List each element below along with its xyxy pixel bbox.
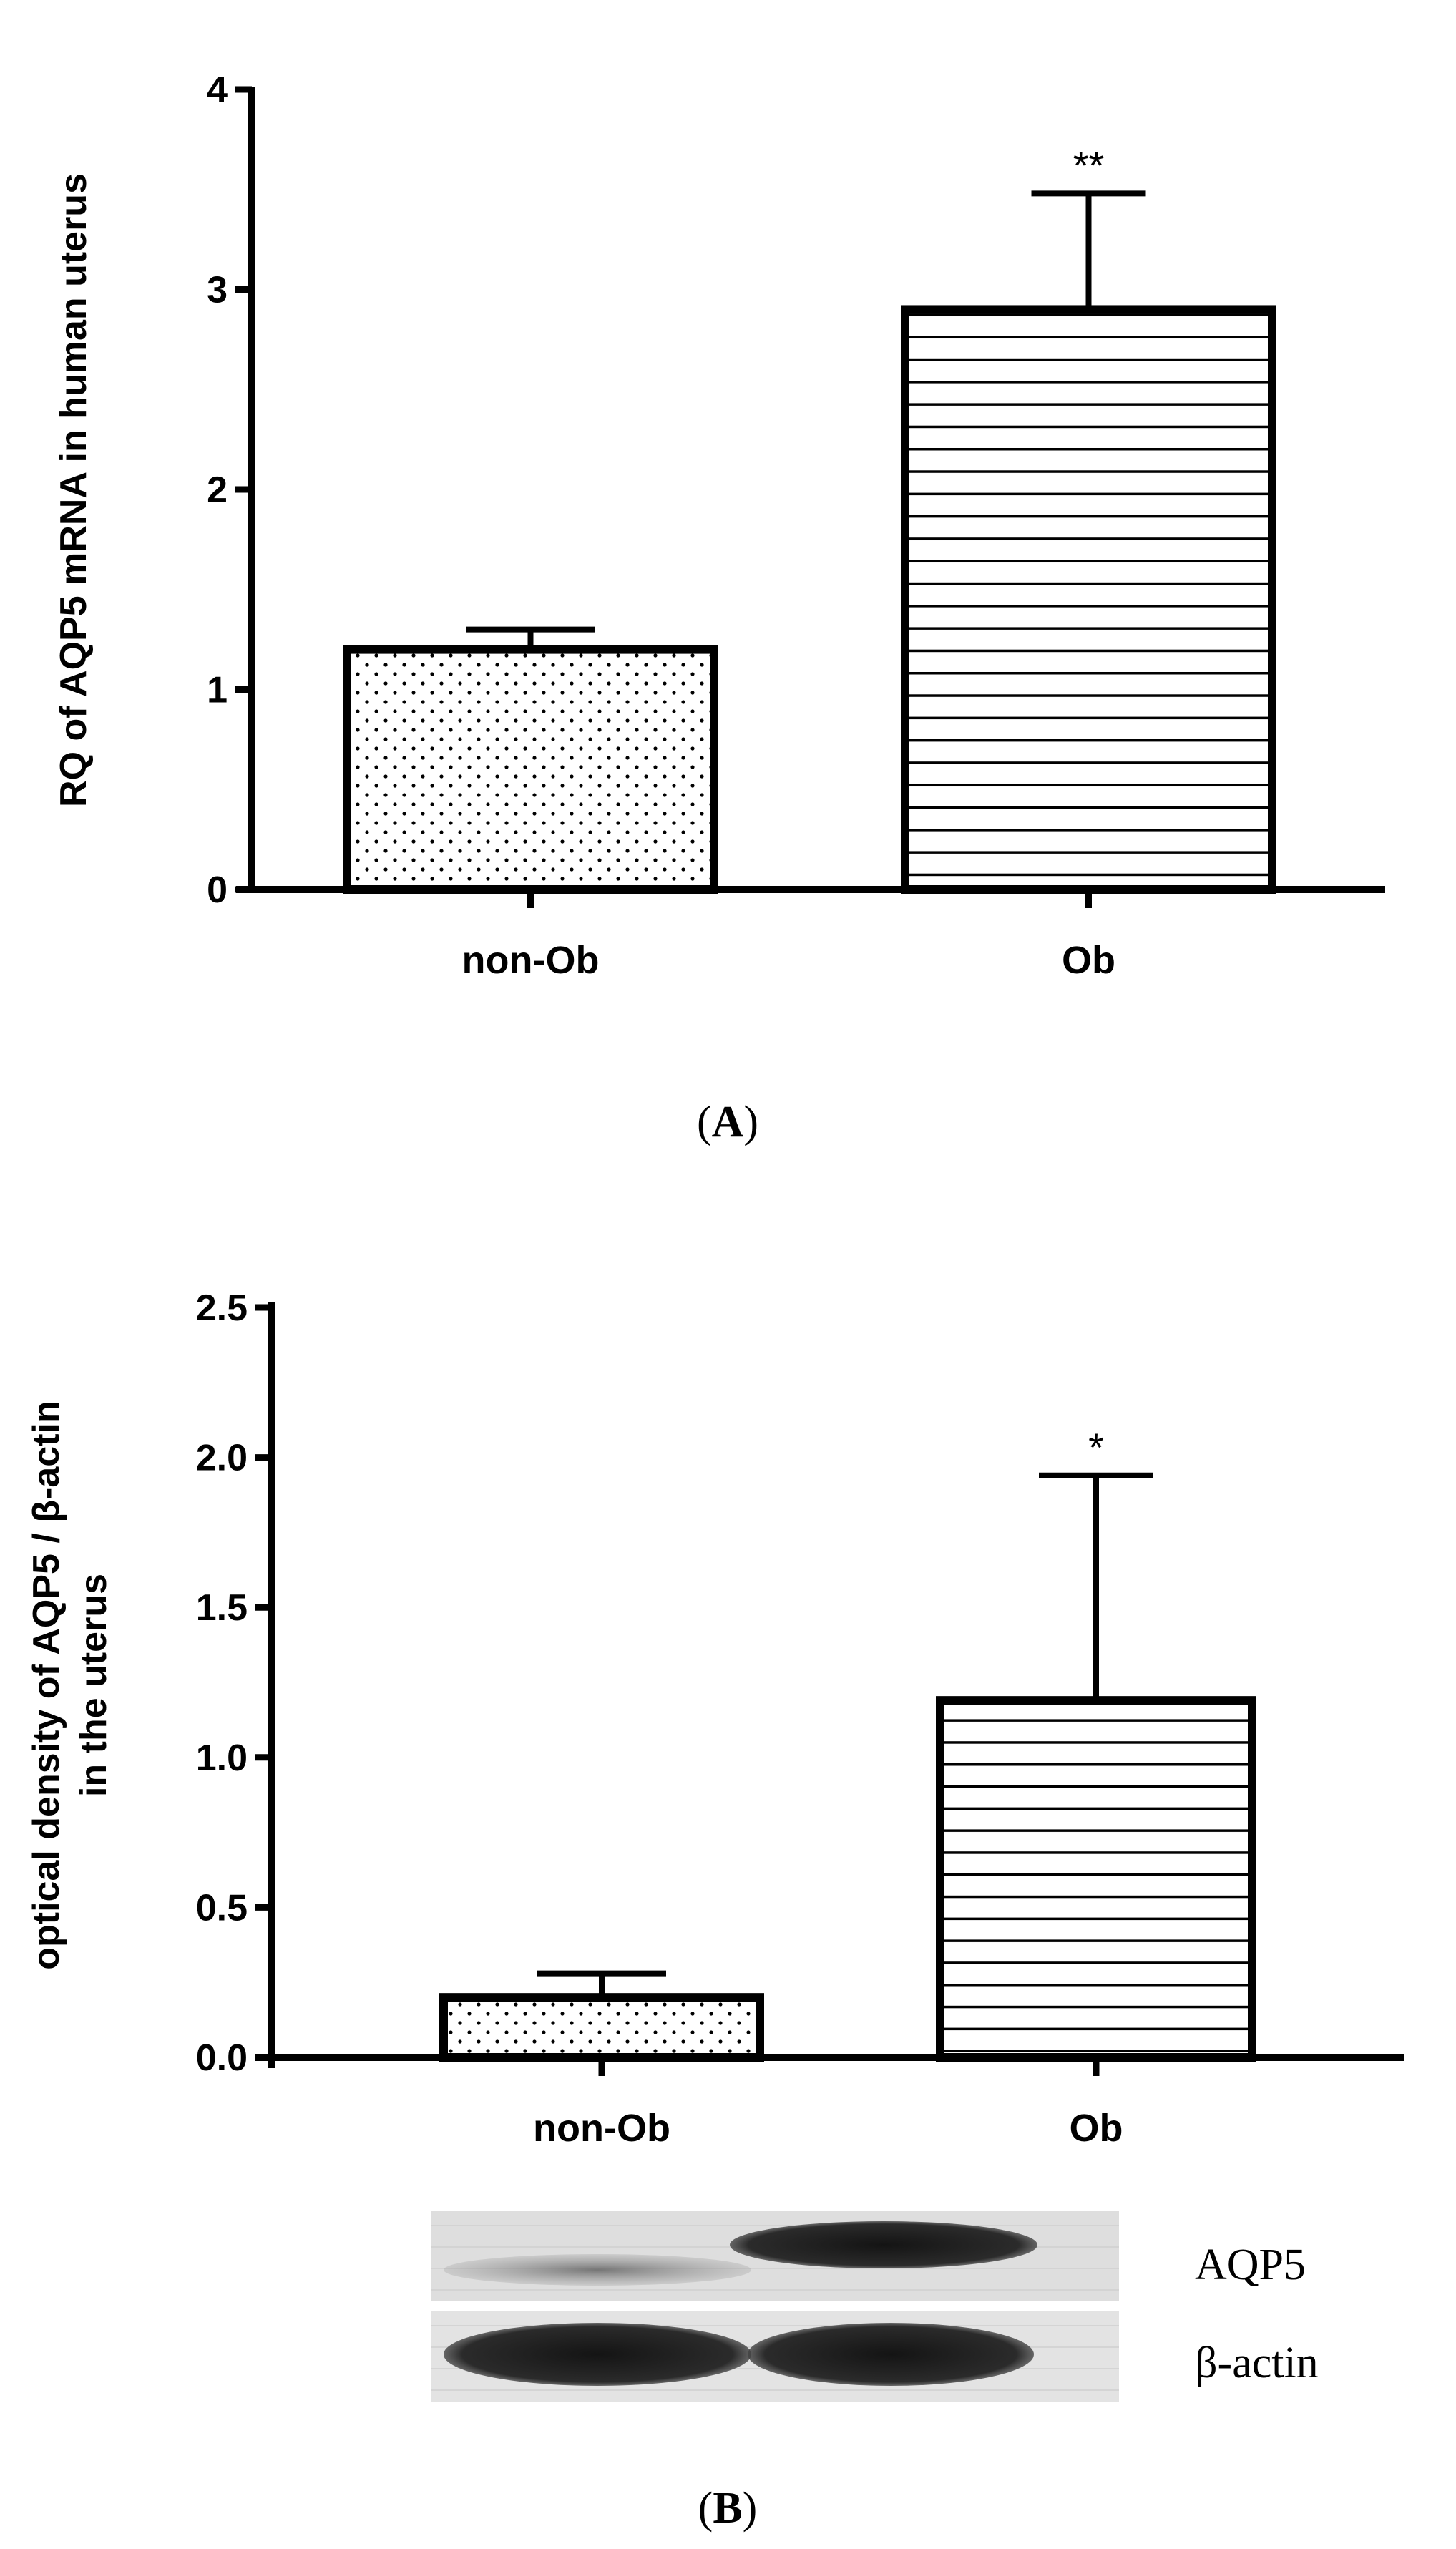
y-tick-label: 1.5 (196, 1587, 248, 1629)
bar-Ob (936, 1696, 1256, 2062)
y-tick-label: 1.0 (196, 1737, 248, 1779)
x-tick-label: Ob (1070, 2107, 1123, 2150)
bar-non-Ob (439, 1993, 764, 2062)
y-axis-title: RQ of AQP5 mRNA in human uterus (53, 173, 94, 807)
band-aqp5-ob (730, 2221, 1037, 2268)
x-tick-label: non-Ob (533, 2107, 670, 2150)
y-axis-title-line2: in the uterus (73, 1574, 114, 1797)
y-tick-label: 2.5 (196, 1287, 248, 1329)
y-tick-label: 0.5 (196, 1887, 248, 1929)
panel-a-chart: ** 0 1 2 3 4 non-Ob Ob RQ of AQP5 mRNA in huma… (53, 69, 1385, 1146)
y-tick-label: 2 (207, 469, 228, 511)
y-tick-label: 0 (207, 869, 228, 911)
y-axis-title-line1: optical density of AQP5 / β-actin (26, 1400, 67, 1970)
panel-label-a: (A) (697, 1098, 758, 1146)
bar-non-Ob (343, 645, 718, 894)
bar-Ob (901, 305, 1276, 894)
y-tick-label: 0.0 (196, 2037, 248, 2079)
y-tick-label: 1 (207, 670, 228, 711)
western-blot: AQP5 β-actin (431, 2211, 1319, 2402)
blot-label-aqp5: AQP5 (1195, 2241, 1306, 2289)
y-tick-label: 2.0 (196, 1438, 248, 1479)
band-aqp5-non-ob (444, 2254, 751, 2286)
x-tick-label: non-Ob (462, 939, 600, 982)
blot-label-actin: β-actin (1195, 2339, 1319, 2387)
panel-b-chart: * 0.0 0.5 1.0 1.5 2.0 2.5 non-Ob Ob optical den… (26, 1287, 1404, 2533)
panel-label-b: (B) (698, 2484, 758, 2533)
significance-marker: * (1088, 1425, 1104, 1470)
significance-marker: ** (1073, 142, 1105, 187)
y-tick-label: 4 (207, 69, 228, 111)
y-tick-label: 3 (207, 270, 228, 311)
band-actin-ob (748, 2323, 1034, 2386)
x-tick-label: Ob (1062, 939, 1115, 982)
band-actin-non-ob (444, 2323, 751, 2386)
